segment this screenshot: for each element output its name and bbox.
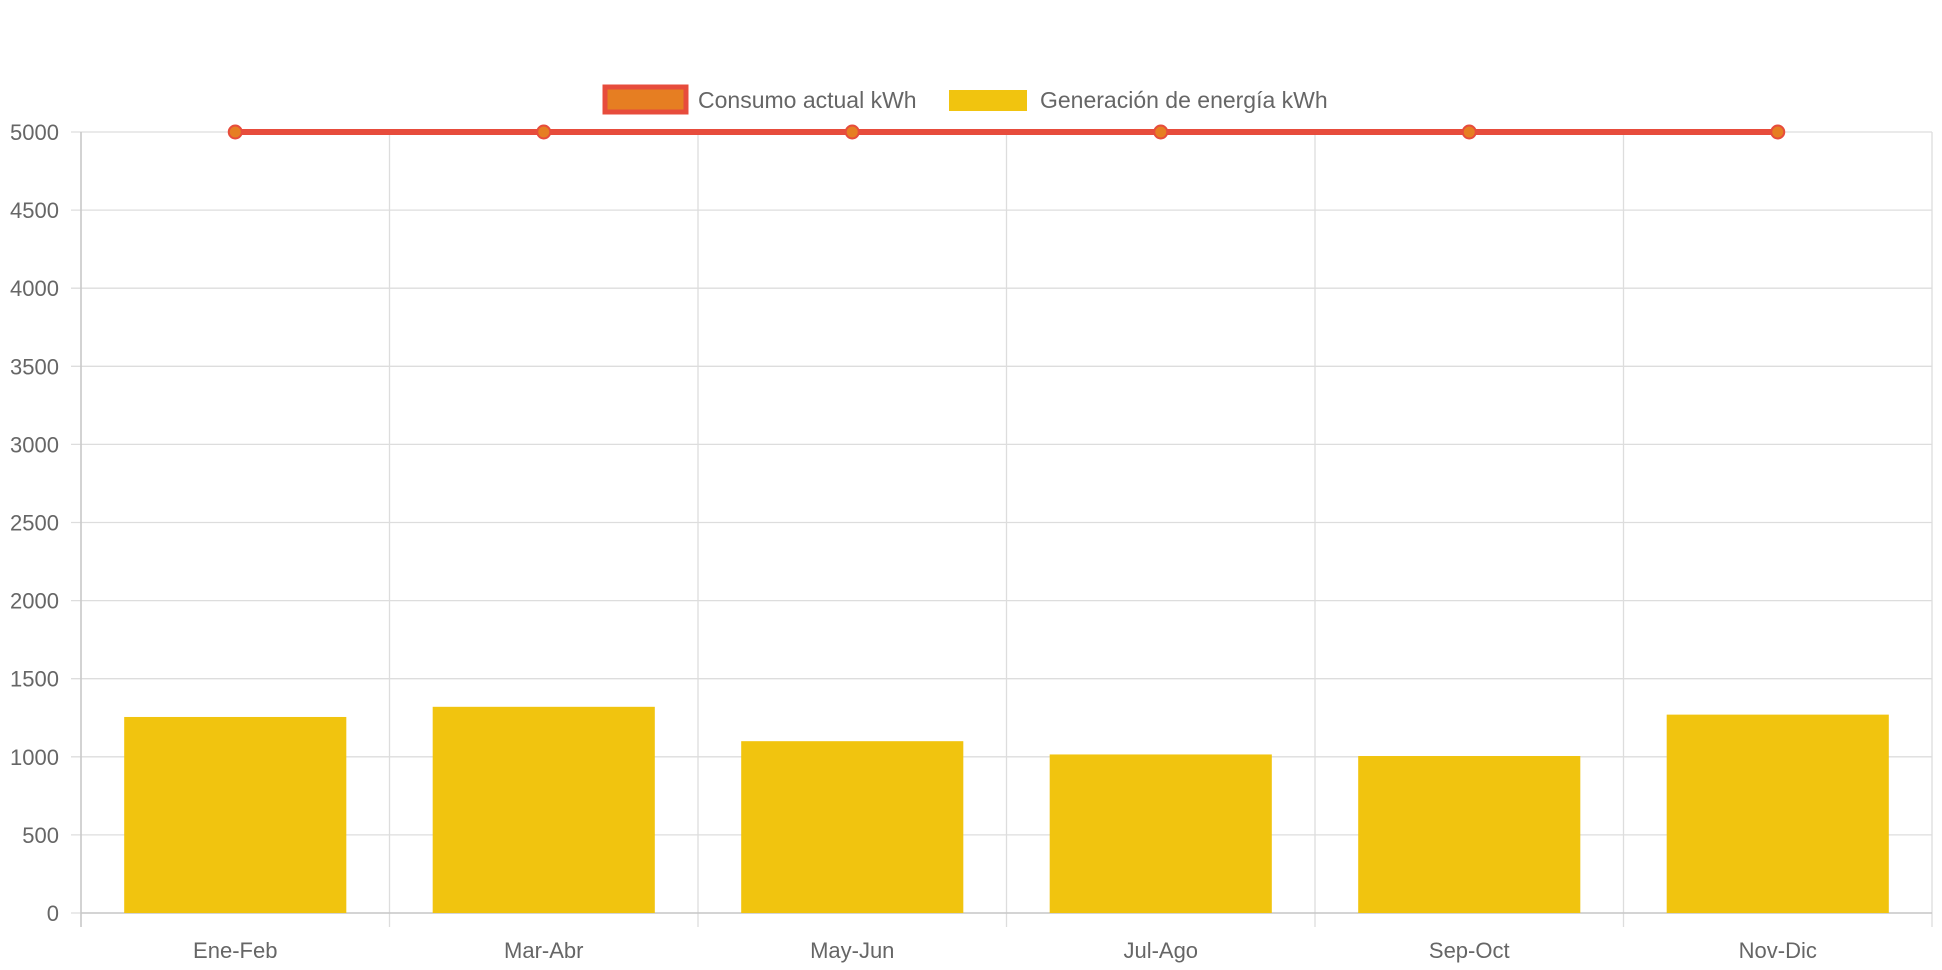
- x-tick-label: Ene-Feb: [193, 938, 277, 963]
- bar-jul-ago[interactable]: [1049, 754, 1272, 913]
- y-tick-label: 1500: [10, 667, 59, 692]
- line-point-mar-abr[interactable]: [536, 124, 552, 140]
- line-point-ene-feb[interactable]: [227, 124, 243, 140]
- line-point-nov-dic[interactable]: [1770, 124, 1786, 140]
- legend-item-generacion[interactable]: Generación de energía kWh: [949, 87, 1328, 113]
- y-tick-label: 5000: [10, 120, 59, 145]
- legend-label-consumo: Consumo actual kWh: [698, 87, 917, 113]
- x-tick-label: Mar-Abr: [504, 938, 583, 963]
- x-axis: Ene-Feb Mar-Abr May-Jun Jul-Ago Sep-Oct Nov-D…: [81, 912, 1932, 963]
- bar-sep-oct[interactable]: [1358, 756, 1581, 913]
- y-tick-label: 3500: [10, 354, 59, 379]
- line-series: [227, 124, 1786, 140]
- line-point-sep-oct[interactable]: [1461, 124, 1477, 140]
- bar-ene-feb[interactable]: [124, 716, 347, 913]
- grid-lines: [71, 131, 1933, 927]
- x-tick-label: May-Jun: [810, 938, 894, 963]
- bar-may-jun[interactable]: [741, 741, 964, 913]
- y-tick-label: 3000: [10, 432, 59, 457]
- y-tick-label: 500: [22, 823, 59, 848]
- x-tick-label: Nov-Dic: [1739, 938, 1817, 963]
- legend-item-consumo[interactable]: Consumo actual kWh: [602, 84, 917, 115]
- y-tick-label: 1000: [10, 745, 59, 770]
- bar-series: [124, 706, 1889, 913]
- legend[interactable]: Consumo actual kWh Generación de energía…: [602, 84, 1328, 115]
- legend-swatch-consumo: [602, 84, 689, 115]
- y-tick-label: 4500: [10, 198, 59, 223]
- y-tick-label: 2500: [10, 511, 59, 536]
- x-tick-label: Sep-Oct: [1429, 938, 1510, 963]
- bar-nov-dic[interactable]: [1666, 714, 1889, 913]
- legend-label-generacion: Generación de energía kWh: [1040, 87, 1328, 113]
- y-tick-label: 0: [47, 901, 59, 926]
- y-axis: 0 500 1000 1500 2000 2500 3000 3500 4000 4500 5000: [10, 120, 82, 927]
- legend-swatch-generacion: [949, 90, 1027, 111]
- y-tick-label: 4000: [10, 276, 59, 301]
- y-tick-label: 2000: [10, 589, 59, 614]
- bar-mar-abr[interactable]: [432, 706, 655, 913]
- line-point-may-jun[interactable]: [844, 124, 860, 140]
- line-point-jul-ago[interactable]: [1153, 124, 1169, 140]
- x-tick-label: Jul-Ago: [1123, 938, 1198, 963]
